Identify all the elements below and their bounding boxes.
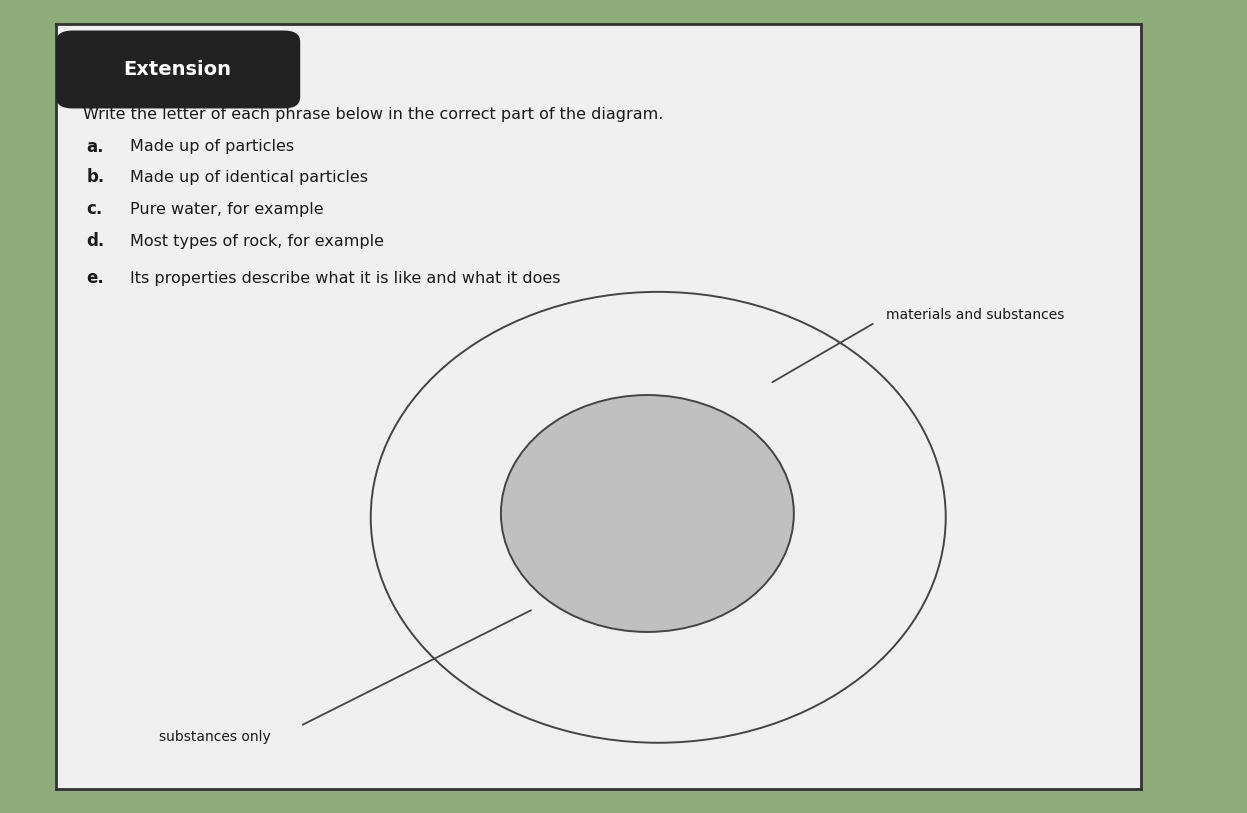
Text: Made up of particles: Made up of particles bbox=[130, 139, 294, 154]
FancyBboxPatch shape bbox=[56, 31, 301, 108]
Text: substances only: substances only bbox=[160, 729, 271, 744]
Text: Its properties describe what it is like and what it does: Its properties describe what it is like … bbox=[130, 271, 560, 285]
Text: Extension: Extension bbox=[123, 60, 232, 79]
Ellipse shape bbox=[501, 395, 794, 632]
Text: d.: d. bbox=[86, 233, 105, 250]
Text: Most types of rock, for example: Most types of rock, for example bbox=[130, 234, 384, 249]
Text: c.: c. bbox=[86, 200, 102, 219]
Text: Write the letter of each phrase below in the correct part of the diagram.: Write the letter of each phrase below in… bbox=[84, 107, 663, 122]
Text: e.: e. bbox=[86, 269, 105, 287]
Text: Pure water, for example: Pure water, for example bbox=[130, 202, 323, 217]
Text: Made up of identical particles: Made up of identical particles bbox=[130, 170, 368, 185]
Text: materials and substances: materials and substances bbox=[887, 308, 1065, 322]
Text: a.: a. bbox=[86, 137, 104, 155]
Text: b.: b. bbox=[86, 168, 105, 186]
